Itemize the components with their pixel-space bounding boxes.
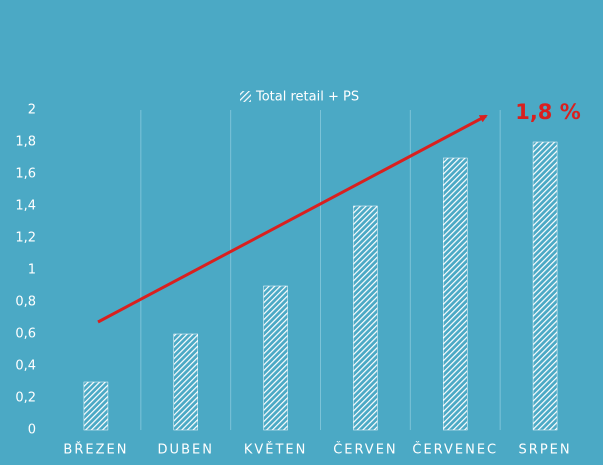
x-tick-label: SRPEN <box>519 443 572 458</box>
bar <box>532 141 558 431</box>
y-tick-label: 1,8 <box>15 135 36 150</box>
legend-label: Total retail + PS <box>255 90 359 105</box>
y-tick-label: 0 <box>28 423 36 438</box>
y-tick-label: 1,4 <box>15 199 36 214</box>
x-tick-label: KVĚTEN <box>244 442 308 458</box>
bar <box>263 285 288 431</box>
x-tick-label: ČERVENEC <box>412 442 498 458</box>
bar <box>353 205 378 431</box>
x-tick-label: DUBEN <box>158 443 214 458</box>
y-tick-label: 2 <box>28 103 36 118</box>
y-tick-label: 0,4 <box>15 359 36 374</box>
trend-arrow <box>97 114 488 324</box>
bar <box>173 333 198 431</box>
y-tick-label: 0,2 <box>15 391 36 406</box>
y-tick-label: 1,2 <box>15 231 36 246</box>
bar <box>443 157 468 431</box>
bar <box>83 381 109 431</box>
legend-swatch <box>240 91 251 102</box>
y-tick-label: 0,8 <box>15 295 36 310</box>
y-tick-label: 1 <box>28 263 36 278</box>
annotation: 1,8 % <box>515 100 581 124</box>
y-tick-label: 0,6 <box>15 327 36 342</box>
x-tick-label: ČERVEN <box>333 442 397 458</box>
y-tick-label: 1,6 <box>15 167 36 182</box>
x-tick-label: BŘEZEN <box>63 442 128 458</box>
plot-area: 0 0,2 0,4 0,6 0,8 1 1,2 1,4 1,6 1,8 2 BŘEZEN DUBEN KV… <box>15 103 572 458</box>
